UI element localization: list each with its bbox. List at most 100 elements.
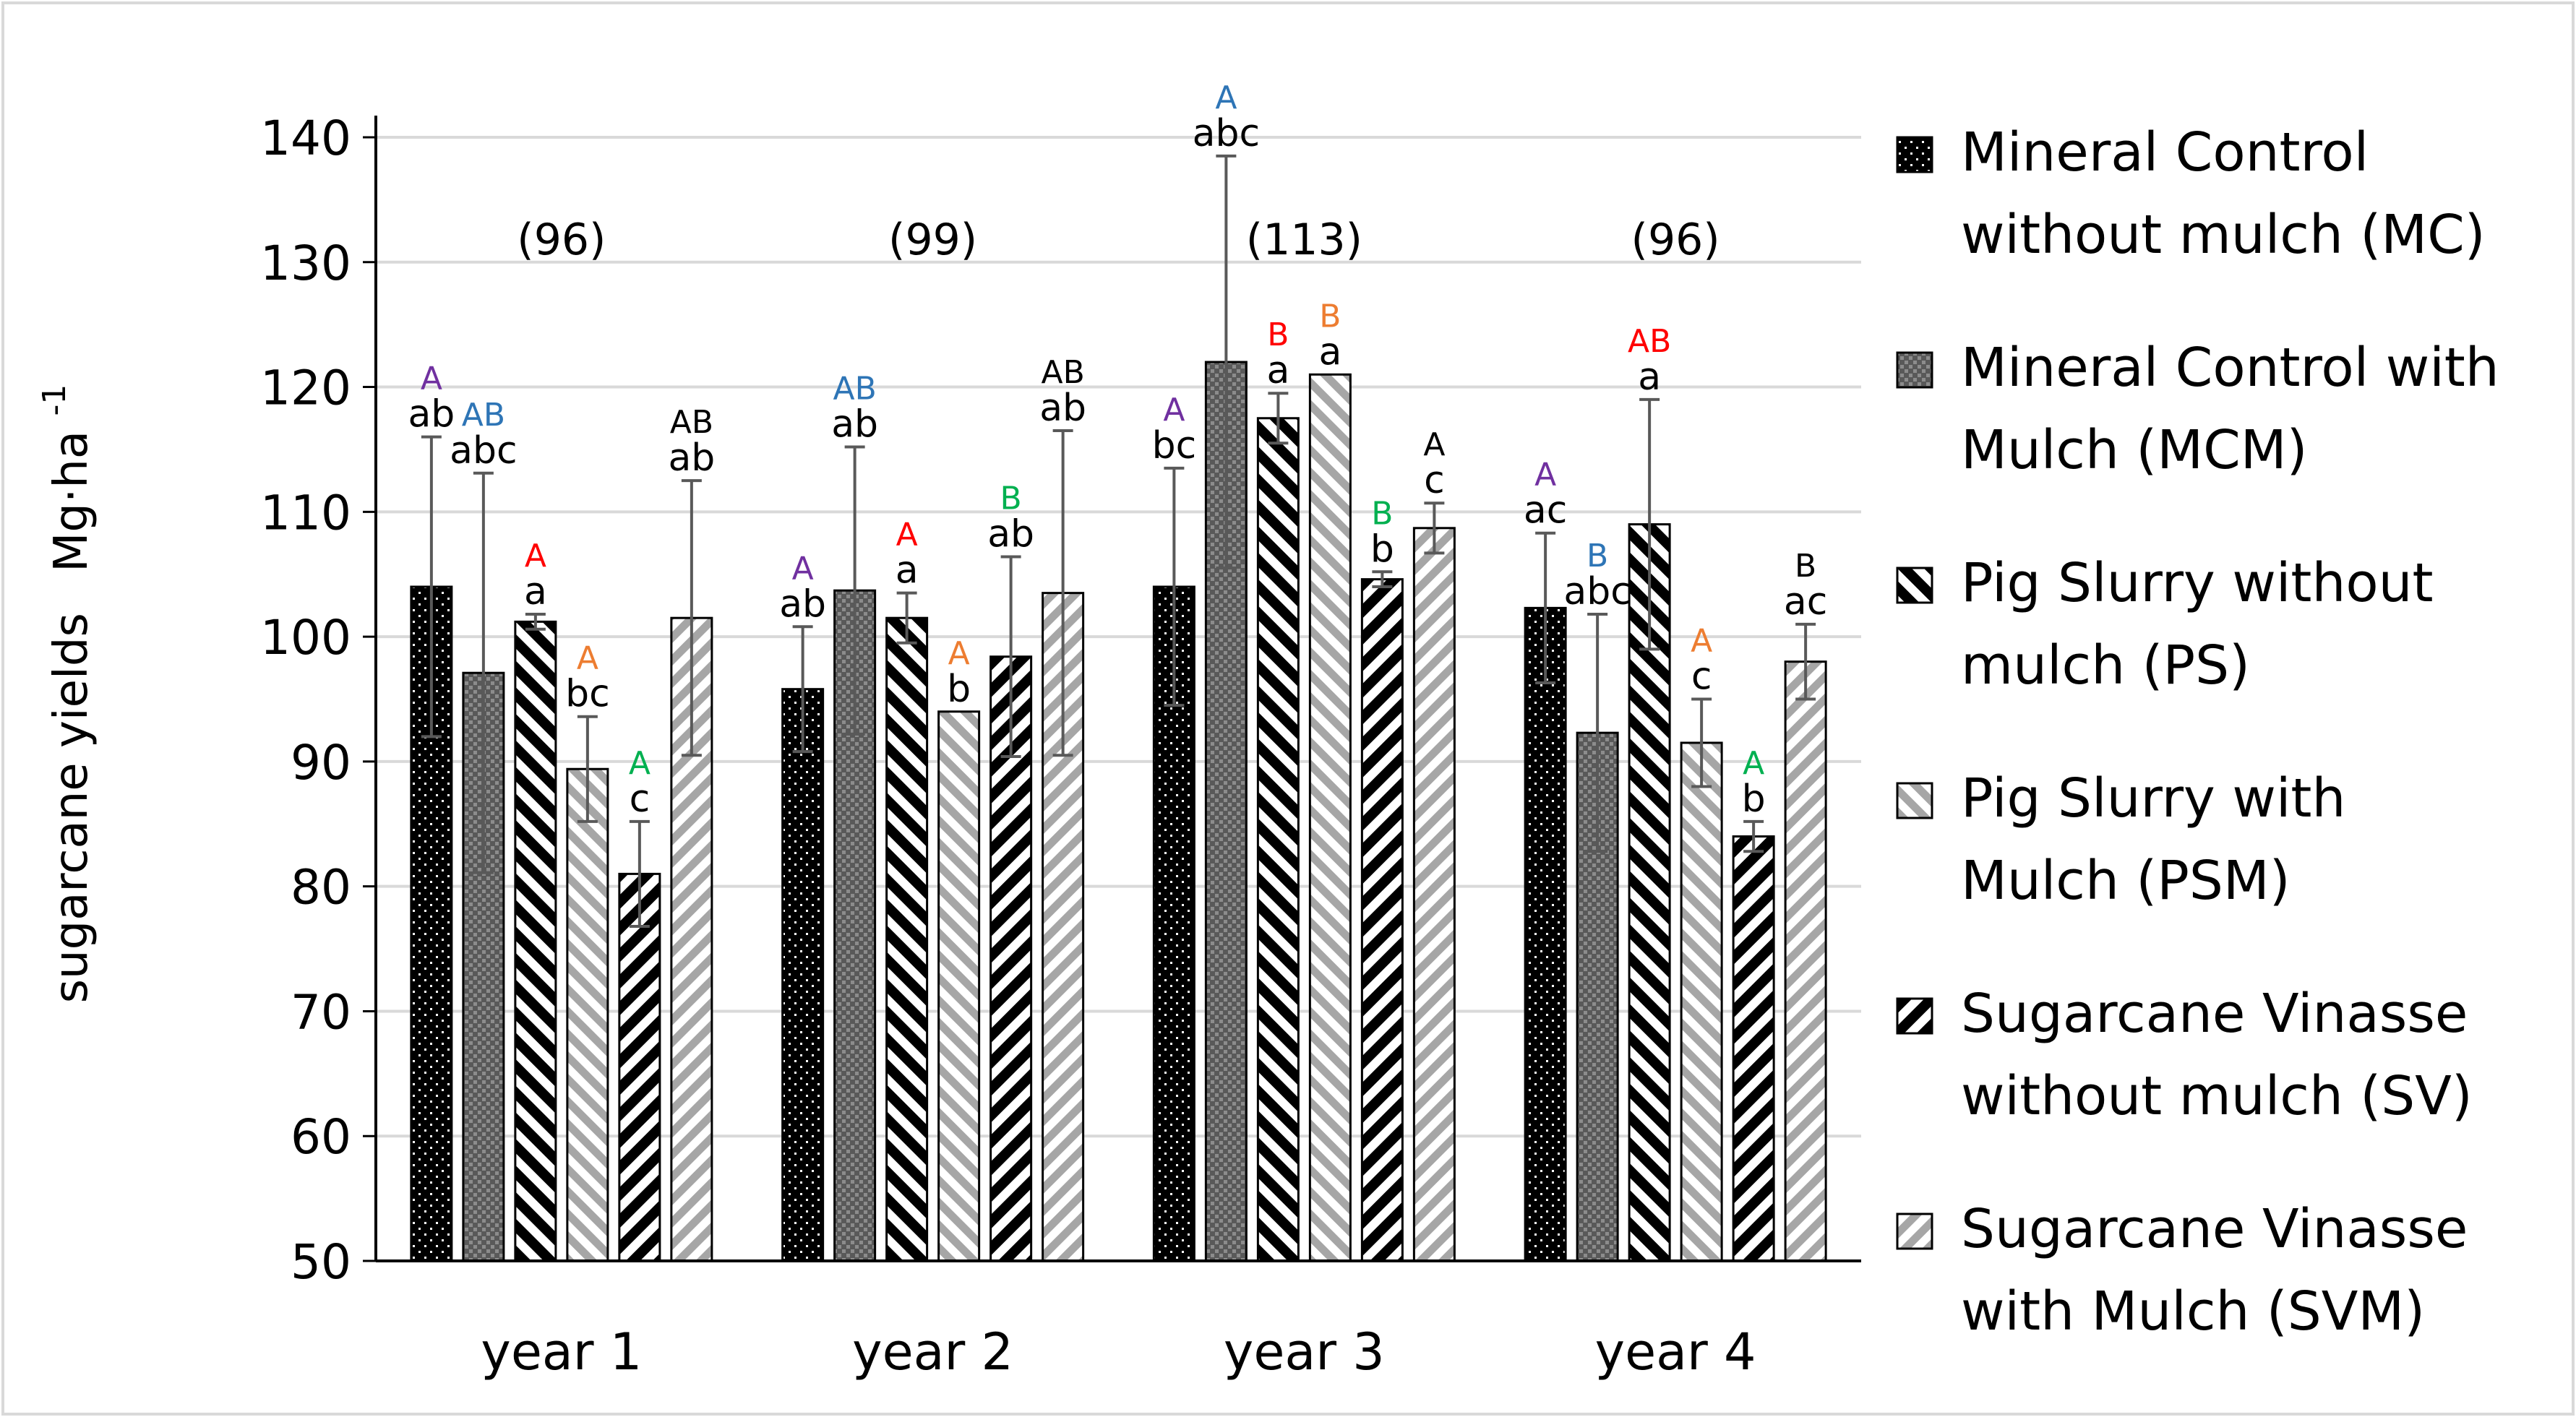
bar [514,620,557,1262]
group-total-annotation: (96) [517,215,606,265]
significance-uppercase-label: B [1000,481,1022,517]
legend: Mineral Control without mulch (MC) Mineral… [1896,121,2499,1343]
bar [1256,417,1300,1262]
bar [1784,660,1827,1262]
legend-label: Mineral Control [1961,121,2369,184]
legend-label: Mulch (MCM) [1961,419,2308,481]
group-total-annotation: (96) [1631,215,1720,265]
legend-swatch [1896,567,1933,604]
significance-uppercase-label: A [1691,623,1712,660]
significance-uppercase-label: B [1371,495,1393,532]
significance-lowercase-label: ab [1039,387,1086,430]
y-tick-label: 60 [291,1109,351,1165]
significance-uppercase-label: B [1587,538,1608,574]
y-tick-label: 90 [291,735,351,791]
legend-label: Sugarcane Vinasse [1961,983,2468,1045]
significance-lowercase-label: ab [668,436,715,480]
significance-uppercase-label: AB [1628,323,1671,360]
legend-label: Mulch (PSM) [1961,850,2291,912]
significance-lowercase-label: b [1742,778,1766,821]
y-tick-label: 140 [260,111,351,166]
legend-swatch [1896,351,1933,389]
significance-lowercase-label: a [1266,349,1289,392]
significance-lowercase-label: abc [450,429,517,473]
bar [1732,835,1775,1262]
y-tick-label: 120 [260,361,351,416]
significance-lowercase-label: ac [1524,489,1567,533]
significance-uppercase-label: A [1423,426,1445,463]
significance-lowercase-label: ab [987,513,1034,556]
significance-lowercase-label: a [524,570,547,613]
significance-uppercase-label: A [577,640,598,677]
significance-lowercase-label: c [1691,655,1712,699]
x-category-label: year 3 [1224,1322,1385,1382]
y-tick-label: 130 [260,236,351,291]
x-category-label: year 4 [1595,1322,1756,1382]
significance-uppercase-label: B [1267,316,1289,353]
legend-label: Pig Slurry without [1961,552,2434,614]
y-tick-label: 110 [260,485,351,540]
legend-label: Pig Slurry with [1961,767,2345,830]
significance-lowercase-label: c [1424,459,1445,502]
bar [781,688,825,1262]
x-category-label: year 2 [852,1322,1013,1382]
significance-lowercase-label: a [1638,356,1661,399]
legend-label: without mulch (MC) [1961,204,2486,266]
y-axis-title: sugarcane yields Mg·ha -1 [36,384,98,1004]
significance-uppercase-label: A [525,538,546,574]
group-total-annotation: (99) [888,215,977,265]
significance-lowercase-label: bc [565,673,610,716]
legend-swatch [1896,782,1933,819]
significance-uppercase-label: B [1795,548,1816,585]
significance-uppercase-label: AB [462,397,505,434]
significance-uppercase-label: A [629,745,651,782]
significance-uppercase-label: A [1534,457,1556,494]
bar [1360,578,1404,1262]
legend-swatch [1896,1213,1933,1250]
significance-lowercase-label: ab [831,402,878,446]
y-axis-unit-exponent: -1 [36,384,73,416]
axes: 50 60 70 80 90 100 110 120 130 140 year 1 year 2 yea… [260,111,1861,1382]
significance-uppercase-label: B [1319,298,1341,335]
y-tick-label: 80 [291,860,351,916]
significance-lowercase-label: b [947,668,971,711]
y-tick-label: 50 [291,1234,351,1290]
significance-uppercase-label: A [421,361,442,397]
significance-uppercase-label: AB [1041,354,1084,391]
significance-uppercase-label: A [948,635,970,672]
legend-label: with Mulch (SVM) [1961,1280,2425,1343]
significance-uppercase-label: A [896,517,918,554]
bar [885,616,929,1262]
significance-lowercase-label: a [1318,330,1341,374]
x-category-label: year 1 [481,1322,642,1382]
significance-lowercase-label: b [1370,527,1394,571]
significance-uppercase-label: A [1215,79,1237,116]
group-total-annotation: (113) [1246,215,1362,265]
significance-lowercase-label: ab [408,393,455,436]
significance-uppercase-label: A [1163,392,1185,428]
bar [1308,373,1352,1262]
significance-lowercase-label: abc [1193,112,1260,155]
legend-label: without mulch (SV) [1961,1065,2473,1127]
y-tick-label: 70 [291,984,351,1040]
legend-swatch [1896,136,1933,173]
y-axis-label: sugarcane yields [45,613,98,1003]
significance-lowercase-label: abc [1563,570,1631,613]
significance-uppercase-label: A [1743,745,1764,782]
bar [566,767,609,1262]
legend-label: mulch (PS) [1961,634,2250,697]
legend-label: Mineral Control with [1961,337,2499,399]
bar [1412,527,1456,1262]
significance-lowercase-label: c [630,778,651,821]
significance-lowercase-label: a [896,549,919,593]
significance-uppercase-label: AB [833,370,876,407]
bar [937,710,981,1262]
legend-label: Sugarcane Vinasse [1961,1198,2468,1260]
significance-uppercase-label: A [792,550,814,587]
legend-swatch [1896,997,1933,1035]
bar [1680,741,1723,1262]
significance-lowercase-label: ab [779,582,826,626]
significance-lowercase-label: ac [1784,580,1827,624]
